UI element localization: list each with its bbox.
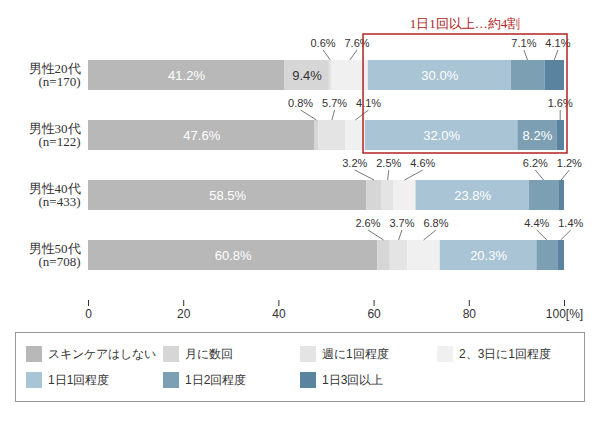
svg-text:20: 20 <box>177 307 191 321</box>
svg-text:8.2%: 8.2% <box>523 128 553 143</box>
svg-text:30.0%: 30.0% <box>421 68 458 83</box>
svg-text:0: 0 <box>85 307 92 321</box>
svg-text:58.5%: 58.5% <box>209 188 246 203</box>
html-text:月に数回: 月に数回 <box>185 346 233 361</box>
svg-text:7.1%: 7.1% <box>511 37 536 49</box>
svg-text:23.8%: 23.8% <box>454 188 491 203</box>
svg-text:40: 40 <box>272 307 286 321</box>
svg-text:5.7%: 5.7% <box>322 97 347 109</box>
svg-text:47.6%: 47.6% <box>183 128 220 143</box>
svg-text:2.5%: 2.5% <box>376 157 401 169</box>
svg-text:100[%]: 100[%] <box>546 307 583 321</box>
svg-text:9.4%: 9.4% <box>292 68 322 83</box>
svg-text:1.4%: 1.4% <box>558 217 583 229</box>
html-text:週に1回程度: 週に1回程度 <box>322 346 389 361</box>
html-text:スキンケアはしない: スキンケアはしない <box>48 346 156 361</box>
svg-text:80: 80 <box>463 307 477 321</box>
html-text:1日2回程度: 1日2回程度 <box>185 372 247 387</box>
svg-text:男性30代(n=122): 男性30代(n=122) <box>29 121 81 149</box>
svg-text:0.8%: 0.8% <box>288 97 313 109</box>
svg-text:6.2%: 6.2% <box>523 157 548 169</box>
svg-text:2.6%: 2.6% <box>355 217 380 229</box>
svg-text:20.3%: 20.3% <box>470 248 507 263</box>
svg-text:男性50代(n=708): 男性50代(n=708) <box>29 241 81 269</box>
html-text:1日1回程度: 1日1回程度 <box>48 372 110 387</box>
svg-text:1日1回以上…約4割: 1日1回以上…約4割 <box>410 16 521 31</box>
svg-text:3.7%: 3.7% <box>389 217 414 229</box>
svg-text:4.6%: 4.6% <box>410 157 435 169</box>
svg-text:1.2%: 1.2% <box>557 157 582 169</box>
svg-text:4.1%: 4.1% <box>545 37 571 49</box>
svg-text:1.6%: 1.6% <box>548 97 573 109</box>
svg-text:4.1%: 4.1% <box>356 97 381 109</box>
svg-text:60.8%: 60.8% <box>215 248 252 263</box>
svg-text:60: 60 <box>367 307 381 321</box>
svg-text:6.8%: 6.8% <box>423 217 448 229</box>
html-text:2、3日に1回程度: 2、3日に1回程度 <box>459 346 551 361</box>
svg-text:4.4%: 4.4% <box>524 217 549 229</box>
svg-text:41.2%: 41.2% <box>168 68 205 83</box>
svg-text:男性20代(n=170): 男性20代(n=170) <box>29 61 81 89</box>
svg-text:3.2%: 3.2% <box>342 157 367 169</box>
svg-text:7.6%: 7.6% <box>345 37 370 49</box>
html-text:1日3回以上: 1日3回以上 <box>322 372 384 387</box>
svg-text:32.0%: 32.0% <box>423 128 460 143</box>
svg-text:男性40代(n=433): 男性40代(n=433) <box>29 181 81 209</box>
svg-text:0.6%: 0.6% <box>311 37 336 49</box>
